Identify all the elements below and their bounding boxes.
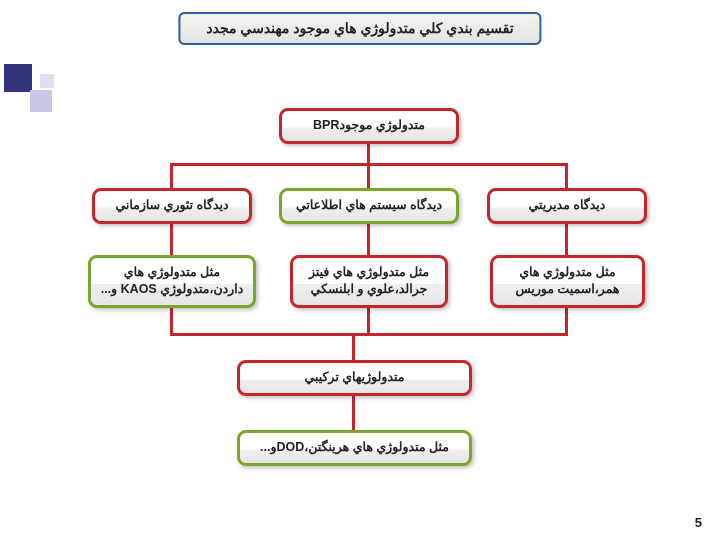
connector (352, 390, 355, 430)
node-org-theory-view: ديدگاه تئوري سازماني (92, 188, 252, 224)
page-number: 5 (695, 515, 702, 530)
connector (565, 303, 568, 335)
node-root: متدولوژي موجودBPR (279, 108, 459, 144)
node-hybrid: متدولوژيهاي ترکيبي (237, 360, 472, 396)
diagram-canvas: متدولوژي موجودBPR ديدگاه مديريتي ديدگاه … (0, 0, 720, 540)
connector (367, 303, 370, 335)
node-is-view: ديدگاه سيستم هاي اطلاعاتي (279, 188, 459, 224)
connector (565, 163, 568, 188)
node-hammer-smith: مثل متدولوژي هاي همر،اسميت موريس (490, 255, 645, 308)
connector (367, 163, 370, 188)
node-fitzgerald: مثل متدولوژي هاي فيتز جرالد،علوي و ابلنس… (290, 255, 448, 308)
connector (170, 333, 568, 336)
connector (170, 303, 173, 335)
connector (170, 163, 173, 188)
connector (352, 333, 355, 360)
node-management-view: ديدگاه مديريتي (487, 188, 647, 224)
node-darden-kaos: مثل متدولوژي هاي داردن،متدولوژي KAOS و..… (88, 255, 256, 308)
node-harrington-dod: مثل متدولوژي هاي هرينگتن،DODو... (237, 430, 472, 466)
